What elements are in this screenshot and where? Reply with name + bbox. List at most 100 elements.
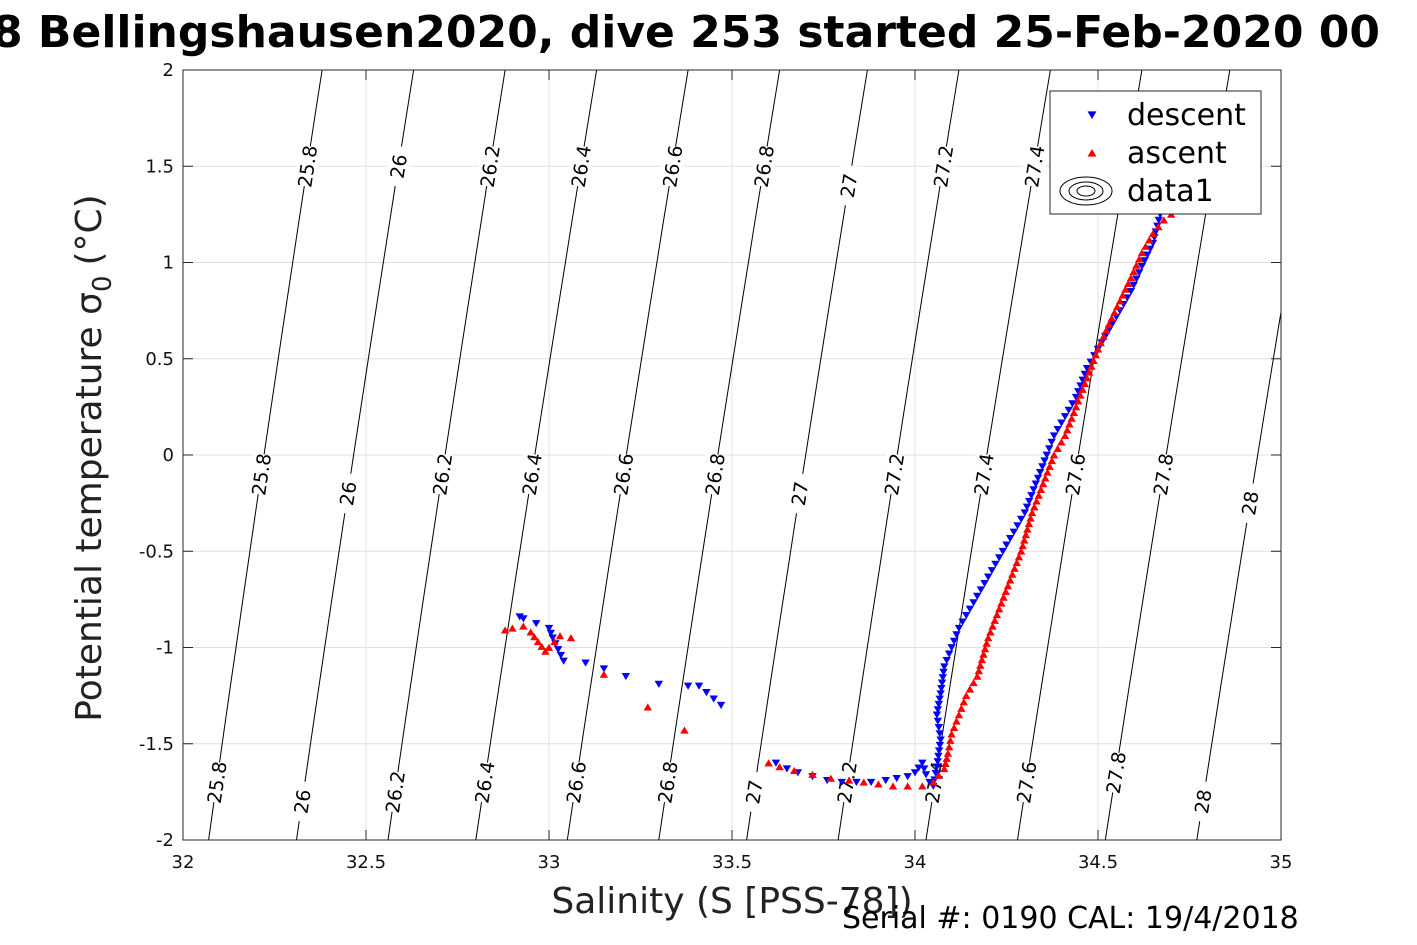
contour-label-mask	[384, 144, 413, 188]
ascent-point	[942, 754, 951, 762]
contour-line-26	[296, 70, 415, 840]
descent-point	[1068, 400, 1077, 408]
ascent-point	[1148, 229, 1158, 237]
contour-label: 28	[1191, 788, 1217, 815]
contour-label-group: 26.8	[749, 144, 779, 189]
descent-point	[973, 592, 982, 600]
descent-point	[1047, 438, 1056, 446]
ascent-point	[500, 626, 510, 634]
y-tick-label: 0	[163, 445, 174, 466]
descent-point	[1129, 281, 1138, 289]
ascent-point	[940, 764, 949, 773]
ascent-point	[976, 661, 985, 669]
ascent-point	[555, 632, 565, 640]
ascent-point	[1023, 525, 1032, 533]
descent-point	[1134, 269, 1144, 277]
contour-label-mask	[562, 760, 590, 804]
contour-label-mask	[293, 144, 322, 188]
contour-label-mask	[785, 472, 814, 515]
descent-point	[910, 769, 920, 777]
ascent-point	[1043, 468, 1052, 476]
contour-label-group: 26.8	[700, 452, 730, 497]
y-tick-label: -0.5	[139, 541, 174, 562]
ascent-point	[680, 726, 689, 734]
descent-point	[881, 776, 890, 785]
descent-point	[1108, 320, 1117, 328]
descent-point	[932, 711, 942, 719]
ascent-point	[1121, 285, 1130, 293]
contour-label: 27	[788, 480, 813, 507]
ascent-point	[990, 616, 999, 624]
ascent-point	[1045, 462, 1054, 470]
descent-point	[621, 673, 631, 681]
descent-point	[940, 663, 949, 671]
contour-label-group: 26	[288, 780, 316, 823]
descent-point	[1024, 497, 1034, 505]
y-axis-label-main: Potential temperature σ	[69, 292, 110, 722]
descent-point	[937, 684, 946, 693]
ascent-point	[1069, 408, 1079, 417]
data-series	[500, 201, 1176, 790]
contour-label-group: 27	[739, 770, 768, 814]
ascent-point	[541, 647, 550, 655]
ascent-point	[1087, 362, 1096, 370]
descent-point	[1005, 535, 1015, 543]
descent-point	[654, 680, 663, 688]
ascent-point	[764, 759, 773, 767]
legend-label-data1: data1	[1127, 174, 1214, 209]
descent-point	[1137, 262, 1147, 271]
descent-point	[965, 605, 975, 613]
chart-title: 8 Bellingshausen2020, dive 253 started 2…	[0, 7, 1380, 58]
ascent-point	[1134, 255, 1144, 263]
contour-label-mask	[247, 452, 275, 496]
descent-point	[1020, 509, 1029, 517]
legend-descent-triangle	[1087, 111, 1097, 120]
ascent-point	[1104, 320, 1114, 328]
legend-marker-ascent	[1087, 148, 1097, 157]
ascent-point	[992, 610, 1002, 619]
ascent-point	[980, 645, 990, 653]
ascent-point	[1027, 508, 1037, 517]
y-tick-label: -1	[156, 638, 174, 659]
descent-point	[935, 695, 944, 703]
contour-label-mask	[566, 144, 595, 188]
ascent-point	[997, 599, 1006, 607]
descent-point	[1035, 468, 1045, 477]
contour-label-mask	[475, 144, 504, 188]
descent-point	[903, 773, 912, 781]
contour-label: 27	[742, 778, 767, 805]
contour-label-mask	[288, 780, 316, 823]
descent-point	[1016, 515, 1026, 523]
density-contours: 25.825.825.826262626.226.226.226.426.426…	[202, 70, 1281, 840]
y-tick-label: -2	[156, 830, 174, 851]
y-tick-label: 1.5	[145, 156, 174, 177]
ascent-point	[888, 782, 898, 790]
x-tick-label: 33.5	[712, 852, 752, 873]
descent-point	[1132, 275, 1141, 283]
contour-label-mask	[834, 164, 863, 207]
ascent-point	[537, 642, 546, 650]
descent-point	[936, 736, 945, 744]
descent-point	[949, 637, 959, 645]
svg-text:Potential temperature σ0(°C): Potential temperature σ0 (°C)	[69, 194, 118, 721]
descent-point	[998, 547, 1008, 556]
ascent-point	[526, 628, 535, 636]
ascent-point	[973, 672, 982, 680]
ascent-point	[1113, 302, 1122, 311]
descent-point	[944, 650, 954, 658]
descent-point	[1049, 432, 1059, 440]
descent-point	[1013, 522, 1022, 530]
ascent-point	[929, 778, 938, 786]
contour-label-mask	[749, 144, 778, 188]
contour-label-group: 27	[785, 472, 814, 515]
ascent-point	[550, 637, 559, 646]
ascent-point	[1089, 356, 1098, 365]
descent-point	[933, 706, 943, 714]
contour-line-28	[1196, 308, 1281, 840]
ascent-point	[1096, 339, 1105, 347]
contour-label: 26	[387, 153, 412, 180]
descent-point	[683, 682, 693, 690]
ascent-point	[519, 622, 528, 630]
descent-point	[919, 765, 929, 773]
descent-point	[544, 624, 554, 633]
